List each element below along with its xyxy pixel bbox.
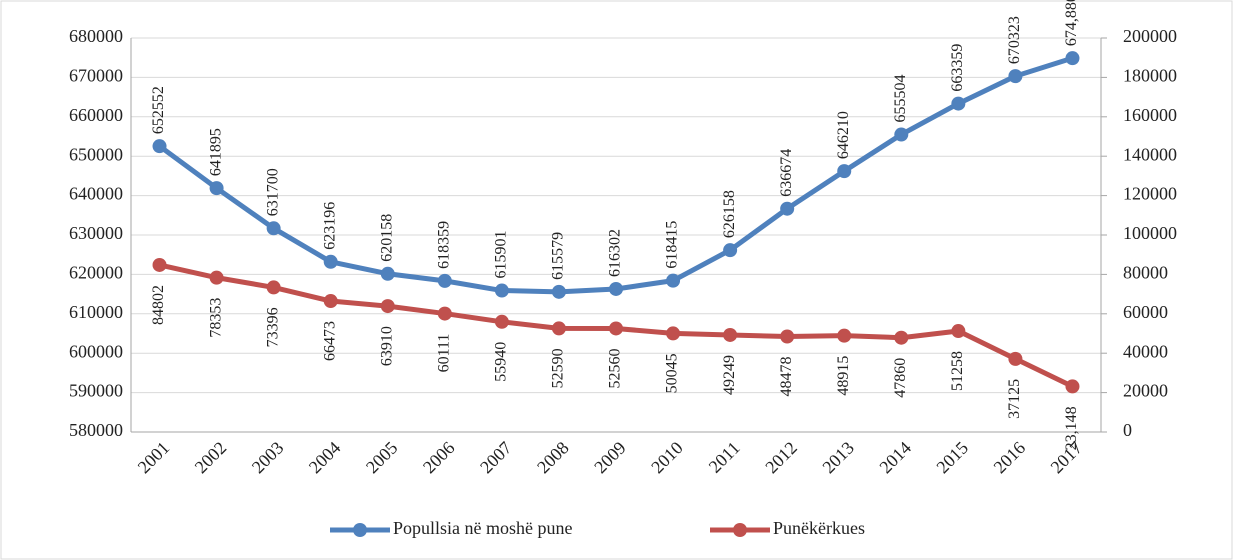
data-label: 623196 — [321, 202, 338, 250]
data-label: 52560 — [607, 348, 624, 388]
data-label: 73396 — [264, 307, 281, 347]
legend-label: Popullsia në moshë pune — [393, 518, 572, 538]
point — [209, 270, 224, 285]
point — [380, 299, 395, 314]
point — [951, 324, 966, 339]
data-label: 670323 — [1006, 16, 1023, 64]
data-label: 48478 — [778, 356, 795, 396]
point — [551, 321, 566, 336]
data-label: 615901 — [493, 231, 510, 279]
point — [437, 273, 452, 288]
y2-tick-label: 0 — [1123, 420, 1132, 440]
y-tick-label: 640000 — [69, 184, 123, 204]
data-label: 618359 — [435, 221, 452, 269]
point — [152, 257, 167, 272]
y2-tick-label: 180000 — [1123, 66, 1177, 86]
data-label: 48915 — [835, 356, 852, 396]
point — [437, 306, 452, 321]
data-label: 663359 — [949, 44, 966, 92]
point — [723, 327, 738, 342]
point — [837, 164, 852, 179]
data-label: 49249 — [721, 355, 738, 395]
data-label: 78353 — [207, 298, 224, 338]
data-label: 55940 — [493, 342, 510, 382]
y-tick-label: 660000 — [69, 105, 123, 125]
point — [894, 127, 909, 142]
point — [609, 281, 623, 296]
y2-tick-label: 40000 — [1123, 341, 1168, 361]
y2-tick-label: 60000 — [1123, 302, 1168, 322]
y-tick-label: 650000 — [69, 144, 123, 164]
data-label: 51258 — [949, 351, 966, 391]
y2-tick-label: 80000 — [1123, 263, 1168, 283]
point — [1008, 69, 1023, 84]
point — [209, 181, 224, 196]
point — [1065, 379, 1080, 394]
point — [1065, 51, 1080, 66]
data-label: 37125 — [1006, 379, 1023, 419]
point — [894, 330, 909, 345]
data-label: 52590 — [550, 348, 567, 388]
data-label: 23,148 — [1063, 406, 1080, 450]
data-label: 646210 — [835, 111, 852, 159]
point — [666, 326, 681, 341]
data-label: 620158 — [378, 214, 395, 262]
point — [609, 321, 623, 336]
y-tick-label: 600000 — [69, 341, 123, 361]
data-label: 652552 — [150, 86, 167, 134]
legend-label: Punëkërkues — [773, 518, 865, 538]
data-label: 631700 — [264, 168, 281, 216]
point — [494, 283, 509, 298]
point — [951, 96, 966, 111]
y2-tick-label: 200000 — [1123, 26, 1177, 46]
y-tick-label: 670000 — [69, 66, 123, 86]
y2-tick-label: 20000 — [1123, 381, 1168, 401]
point — [152, 139, 167, 154]
data-label: 60111 — [435, 334, 452, 373]
data-label: 641895 — [207, 128, 224, 176]
point — [723, 243, 738, 258]
y-tick-label: 680000 — [69, 26, 123, 46]
legend-marker — [733, 523, 747, 537]
y2-tick-label: 120000 — [1123, 184, 1177, 204]
data-label: 84802 — [150, 285, 167, 325]
data-label: 47860 — [892, 358, 909, 398]
point — [323, 254, 338, 269]
data-label: 63910 — [378, 326, 395, 366]
y2-tick-label: 100000 — [1123, 223, 1177, 243]
y2-tick-label: 160000 — [1123, 105, 1177, 125]
point — [266, 221, 281, 236]
legend-marker — [353, 523, 367, 537]
point — [666, 273, 681, 288]
point — [1008, 351, 1023, 366]
data-label: 66473 — [321, 321, 338, 361]
data-label: 636674 — [778, 149, 795, 197]
data-label: 50045 — [664, 353, 681, 393]
data-label: 626158 — [721, 190, 738, 238]
y-tick-label: 620000 — [69, 263, 123, 283]
data-label: 655504 — [892, 75, 909, 123]
y-tick-label: 610000 — [69, 302, 123, 322]
data-label: 674,880 — [1063, 0, 1080, 46]
point — [780, 201, 795, 216]
point — [266, 280, 281, 295]
y-tick-label: 590000 — [69, 381, 123, 401]
y-tick-label: 580000 — [69, 420, 123, 440]
data-label: 615579 — [550, 232, 567, 280]
point — [323, 294, 338, 309]
y-tick-label: 630000 — [69, 223, 123, 243]
point — [494, 314, 509, 329]
point — [837, 328, 852, 343]
point — [780, 329, 795, 344]
data-label: 616302 — [607, 229, 624, 277]
y2-tick-label: 140000 — [1123, 144, 1177, 164]
point — [551, 284, 566, 299]
data-label: 618415 — [664, 221, 681, 269]
point — [380, 266, 395, 281]
